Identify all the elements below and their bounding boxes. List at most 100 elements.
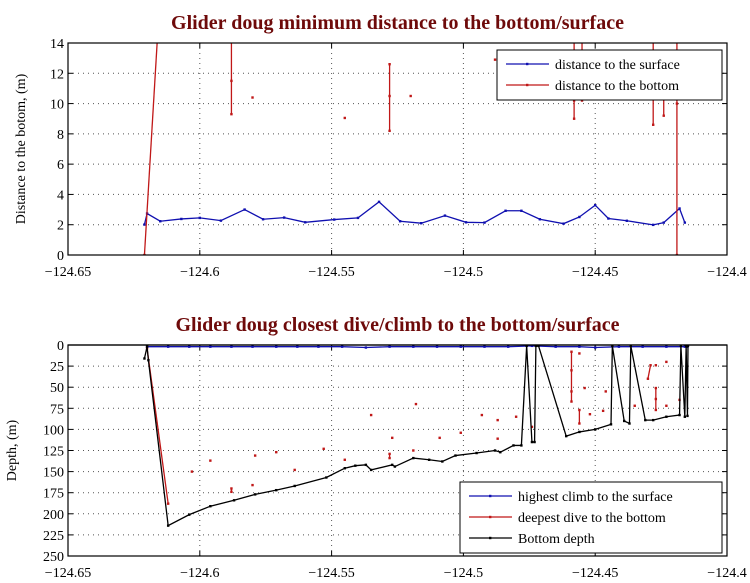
- data-point: [652, 12, 654, 14]
- y-tick-label: 150: [43, 466, 64, 481]
- data-point: [143, 223, 146, 226]
- data-point: [275, 450, 278, 454]
- data-point: [654, 364, 658, 367]
- data-point: [654, 397, 658, 401]
- x-tick-label: −124.55: [308, 265, 354, 280]
- data-point: [230, 345, 233, 348]
- data-point: [293, 468, 296, 472]
- y-axis-label: Distance to the botom, (m): [14, 73, 29, 224]
- data-point: [684, 345, 688, 348]
- y-tick-label: 10: [50, 98, 64, 113]
- data-point: [676, 12, 678, 14]
- data-point: [665, 415, 668, 418]
- data-point: [443, 214, 447, 217]
- data-point: [651, 223, 655, 227]
- data-point: [441, 460, 444, 463]
- series-distance-to-the-surface: [143, 200, 687, 227]
- data-point: [683, 345, 687, 348]
- data-point: [261, 218, 265, 221]
- data-point: [209, 505, 212, 508]
- data-point: [293, 484, 296, 488]
- data-point: [570, 350, 573, 353]
- y-tick-label: 2: [57, 219, 64, 234]
- data-point: [145, 345, 149, 348]
- data-point: [646, 377, 650, 380]
- x-tick-label: −124.45: [572, 566, 618, 581]
- data-point: [190, 470, 194, 473]
- data-point: [514, 415, 518, 418]
- x-tick-label: −124.5: [444, 566, 483, 581]
- data-point: [496, 418, 499, 422]
- data-point: [188, 513, 191, 516]
- data-point: [296, 345, 299, 348]
- data-point: [409, 94, 412, 98]
- legend: distance to the surface distance to the b…: [496, 49, 723, 101]
- data-point: [617, 345, 621, 348]
- legend-label: distance to the bottom: [555, 79, 679, 94]
- data-point: [438, 436, 441, 440]
- legend-label: deepest dive to the bottom: [518, 511, 666, 526]
- data-point: [282, 216, 286, 219]
- data-point: [412, 449, 415, 452]
- subplot-2: Glider doug closest dive/climb to the bo…: [5, 314, 747, 581]
- data-point: [343, 467, 346, 470]
- data-point: [159, 220, 162, 223]
- data-point: [578, 352, 581, 355]
- data-point: [665, 345, 668, 348]
- data-point: [665, 360, 668, 364]
- data-point: [594, 203, 597, 207]
- data-point: [388, 345, 391, 348]
- data-point: [572, 99, 576, 102]
- data-point: [483, 221, 486, 224]
- data-point: [683, 221, 687, 224]
- subplot-1: Glider doug minimum distance to the bott…: [14, 12, 747, 280]
- data-point: [435, 345, 439, 348]
- data-point: [166, 524, 170, 527]
- y-tick-label: 225: [43, 529, 64, 544]
- data-point: [333, 218, 336, 221]
- data-point: [253, 493, 257, 496]
- data-point: [570, 400, 573, 403]
- data-point: [147, 358, 150, 362]
- data-point: [275, 488, 278, 492]
- legend-label: distance to the surface: [555, 58, 680, 73]
- data-point: [525, 345, 528, 348]
- y-tick-label: 25: [50, 360, 64, 375]
- data-point: [325, 476, 328, 479]
- data-point: [601, 409, 605, 413]
- data-point: [588, 413, 592, 416]
- data-point: [427, 458, 431, 461]
- series-highest-climb-to-the-surface: [145, 345, 689, 349]
- data-point: [578, 345, 581, 348]
- data-point: [625, 219, 629, 222]
- data-point: [391, 436, 394, 440]
- data-point: [343, 116, 346, 120]
- y-tick-label: 12: [50, 67, 64, 82]
- data-point: [683, 415, 687, 418]
- data-point: [493, 58, 497, 61]
- data-point: [230, 490, 233, 494]
- data-point: [534, 345, 538, 348]
- legend-marker: [489, 515, 492, 519]
- legend-marker: [489, 494, 492, 498]
- legend-label: Bottom depth: [518, 532, 595, 547]
- data-point: [459, 345, 462, 348]
- data-point: [388, 94, 391, 98]
- data-point: [420, 222, 423, 225]
- data-point: [253, 454, 257, 457]
- data-point: [520, 444, 523, 447]
- data-point: [143, 357, 146, 360]
- data-point: [629, 345, 632, 348]
- data-point: [644, 418, 647, 422]
- data-point: [166, 502, 170, 505]
- data-point: [538, 218, 542, 221]
- data-point: [507, 345, 510, 348]
- chart-title: Glider doug minimum distance to the bott…: [171, 12, 624, 34]
- data-point: [143, 253, 146, 255]
- axes-frame: [67, 42, 728, 256]
- data-point: [607, 217, 610, 220]
- data-point: [393, 465, 397, 468]
- data-point: [209, 345, 212, 348]
- data-point: [570, 390, 573, 393]
- data-point: [594, 346, 597, 349]
